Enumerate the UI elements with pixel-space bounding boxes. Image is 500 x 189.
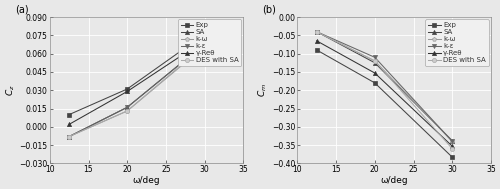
Exp [372, 82, 378, 84]
k-ω [372, 60, 378, 62]
Line: k-ε: k-ε [314, 30, 454, 143]
DES with SA [124, 110, 130, 112]
SA [202, 43, 207, 45]
k-ε [124, 106, 130, 108]
X-axis label: ω/deg: ω/deg [380, 176, 408, 185]
Text: (b): (b) [262, 4, 276, 14]
Line: γ-Reθ: γ-Reθ [314, 39, 454, 148]
Exp [202, 33, 207, 35]
SA [66, 135, 72, 138]
Exp [66, 113, 72, 116]
DES with SA [372, 60, 378, 62]
DES with SA [314, 31, 320, 33]
Line: Exp: Exp [67, 32, 207, 117]
Line: DES with SA: DES with SA [67, 43, 207, 139]
Exp [314, 49, 320, 51]
γ-Reθ [372, 72, 378, 74]
DES with SA [449, 148, 455, 150]
k-ε [449, 140, 455, 143]
Y-axis label: $C_{m}$: $C_{m}$ [256, 83, 269, 97]
X-axis label: ω/deg: ω/deg [133, 176, 160, 185]
k-ε [66, 135, 72, 138]
k-ε [202, 43, 207, 45]
γ-Reθ [202, 39, 207, 41]
Legend: Exp, SA, k-ω, k-ε, γ-Reθ, DES with SA: Exp, SA, k-ω, k-ε, γ-Reθ, DES with SA [426, 19, 489, 66]
γ-Reθ [66, 123, 72, 125]
SA [372, 62, 378, 64]
k-ω [124, 110, 130, 112]
Line: DES with SA: DES with SA [314, 30, 454, 151]
k-ω [202, 45, 207, 47]
Line: SA: SA [67, 42, 207, 139]
Line: k-ε: k-ε [67, 42, 207, 139]
Line: k-ω: k-ω [67, 44, 207, 139]
k-ω [66, 135, 72, 138]
k-ε [372, 56, 378, 58]
Line: SA: SA [314, 30, 454, 143]
γ-Reθ [314, 40, 320, 42]
Exp [124, 88, 130, 90]
k-ω [314, 31, 320, 33]
SA [314, 31, 320, 33]
γ-Reθ [449, 145, 455, 147]
Y-axis label: $C_z$: $C_z$ [4, 84, 16, 96]
Exp [449, 156, 455, 158]
Text: (a): (a) [15, 4, 28, 14]
γ-Reθ [124, 90, 130, 93]
SA [124, 106, 130, 108]
DES with SA [66, 135, 72, 138]
k-ε [314, 31, 320, 33]
DES with SA [202, 44, 207, 46]
Legend: Exp, SA, k-ω, k-ε, γ-Reθ, DES with SA: Exp, SA, k-ω, k-ε, γ-Reθ, DES with SA [178, 19, 242, 66]
k-ω [449, 140, 455, 143]
SA [449, 139, 455, 142]
Line: γ-Reθ: γ-Reθ [67, 38, 207, 126]
Line: k-ω: k-ω [314, 30, 454, 143]
Line: Exp: Exp [314, 48, 454, 159]
